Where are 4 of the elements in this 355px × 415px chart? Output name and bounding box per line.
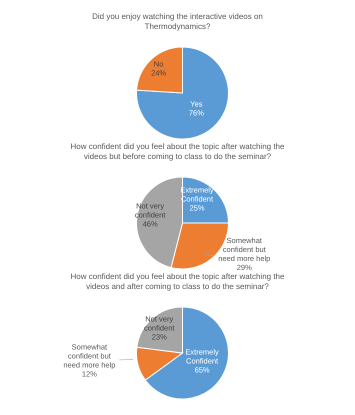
chart-title: Did you enjoy watching the interactive videos on Thermodynamics? bbox=[91, 11, 264, 33]
pie-slice bbox=[136, 46, 229, 140]
chart-title: How confident did you feel about the topic after watching the videos but before coming to class to do the seminar? bbox=[70, 141, 286, 163]
chart-title: How confident did you feel about the topic after watching the videos and after coming to class to do the seminar? bbox=[70, 272, 284, 291]
